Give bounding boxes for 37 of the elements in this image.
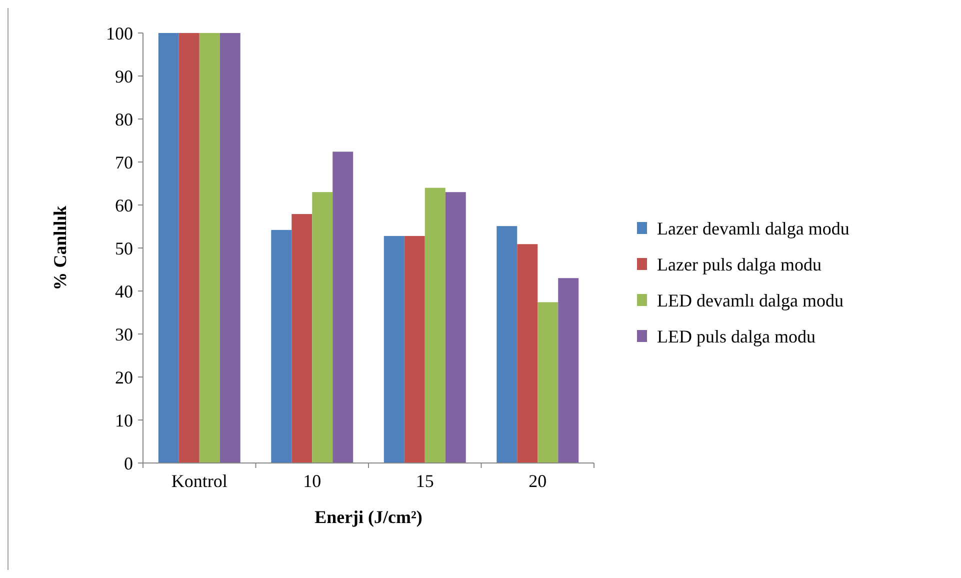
y-axis-title: % Canlılık [50,206,70,290]
x-tick-label: 20 [528,471,547,491]
x-tick-label: Kontrol [171,471,228,491]
bar [199,33,220,463]
x-axis-title: Enerji (J/cm²) [314,507,422,527]
x-tick-label: 10 [303,471,322,491]
x-tick-label: 15 [416,471,434,491]
bar [517,244,538,463]
bar [158,33,179,463]
bar [404,236,425,463]
legend-label: Lazer devamlı dalga modu [657,218,850,238]
bar [271,230,292,463]
bar [445,192,466,463]
y-tick-label: 60 [115,195,133,216]
y-tick-label: 50 [115,238,133,258]
bar [538,302,558,463]
bar [384,236,404,463]
bar [220,33,240,463]
legend-label: LED devamlı dalga modu [657,290,844,310]
bar [496,226,518,463]
y-tick-label: 40 [115,281,133,302]
y-tick-label: 30 [115,324,133,344]
y-tick-label: 10 [115,410,133,430]
bar [558,278,579,463]
y-tick-label: 0 [124,453,133,474]
y-tick-label: 20 [115,367,133,388]
legend-label: Lazer puls dalga modu [657,254,822,274]
bar [424,188,446,463]
bar [312,192,333,463]
y-tick-label: 90 [115,66,133,86]
y-tick-label: 100 [106,23,133,44]
y-tick-label: 80 [115,109,133,130]
bar [332,152,354,463]
legend-label: LED puls dalga modu [657,326,816,346]
bar [292,214,312,463]
y-tick-label: 70 [115,152,133,172]
bar [178,33,200,463]
